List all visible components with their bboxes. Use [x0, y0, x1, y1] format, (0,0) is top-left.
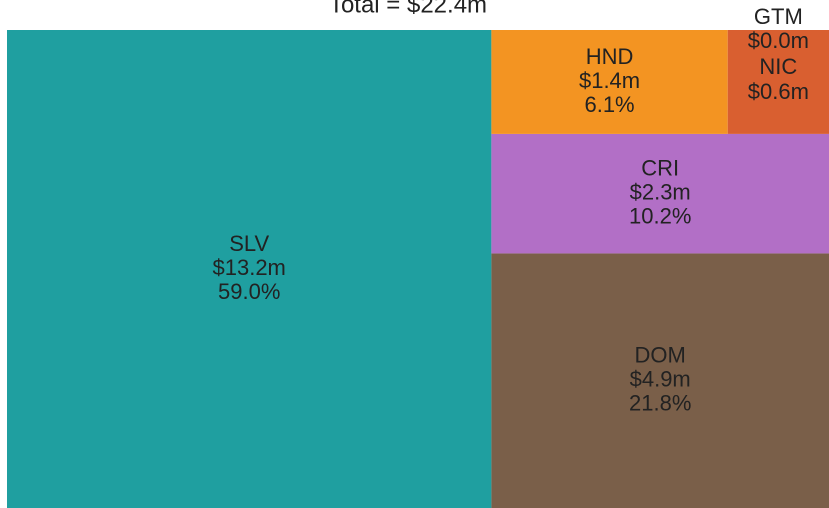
- tile: [491, 30, 728, 134]
- tile-value: $2.3m: [630, 179, 691, 204]
- tile-value: $13.2m: [213, 255, 286, 280]
- tile-label: SLV: [229, 231, 269, 256]
- tile-label: CRI: [641, 155, 679, 180]
- tile-value: $1.4m: [579, 68, 640, 93]
- tile: [727, 30, 829, 134]
- tile-value: $0.6m: [748, 79, 809, 104]
- tile: [491, 133, 829, 254]
- tile-label: NIC: [759, 54, 797, 79]
- tile: [7, 30, 492, 508]
- chart-title: Total = $22.4m: [329, 0, 487, 18]
- tile-label: GTM: [754, 4, 803, 29]
- tile-label: HND: [586, 44, 634, 69]
- tile-percent: 10.2%: [629, 203, 691, 228]
- tile-percent: 21.8%: [629, 391, 691, 416]
- tile-value: $0.0m: [748, 28, 809, 53]
- tile-label: DOM: [635, 343, 686, 368]
- tile-percent: 6.1%: [584, 92, 634, 117]
- tile: [491, 253, 829, 508]
- tile-value: $4.9m: [630, 367, 691, 392]
- tile-percent: 59.0%: [218, 279, 280, 304]
